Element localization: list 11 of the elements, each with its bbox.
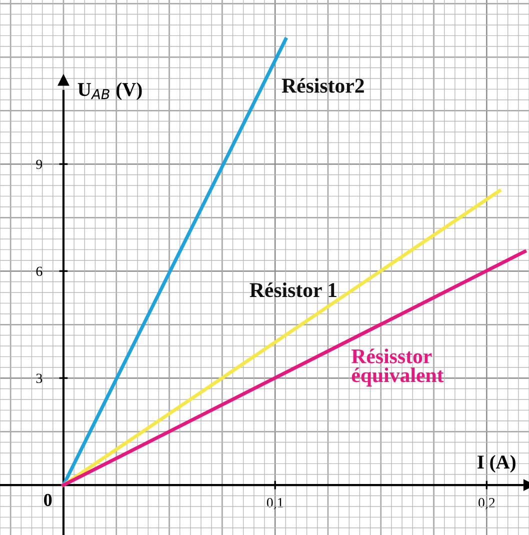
x-tick-label: 0,1	[266, 498, 283, 510]
y-tick-label: 9	[36, 160, 42, 170]
x-tick-label: 0,2	[478, 498, 495, 510]
series-label: Résistor2	[282, 78, 364, 93]
annotation: 0	[44, 494, 52, 506]
y-tick-label: 3	[36, 374, 42, 384]
x-axis-title: I (A)	[478, 454, 516, 473]
series-label: Résisstor équivalent	[352, 348, 444, 386]
series-label: Résistor 1	[250, 282, 336, 298]
y-axis-title: U$_{AB}$ (V)	[78, 82, 142, 100]
y-tick-label: 6	[36, 266, 42, 276]
